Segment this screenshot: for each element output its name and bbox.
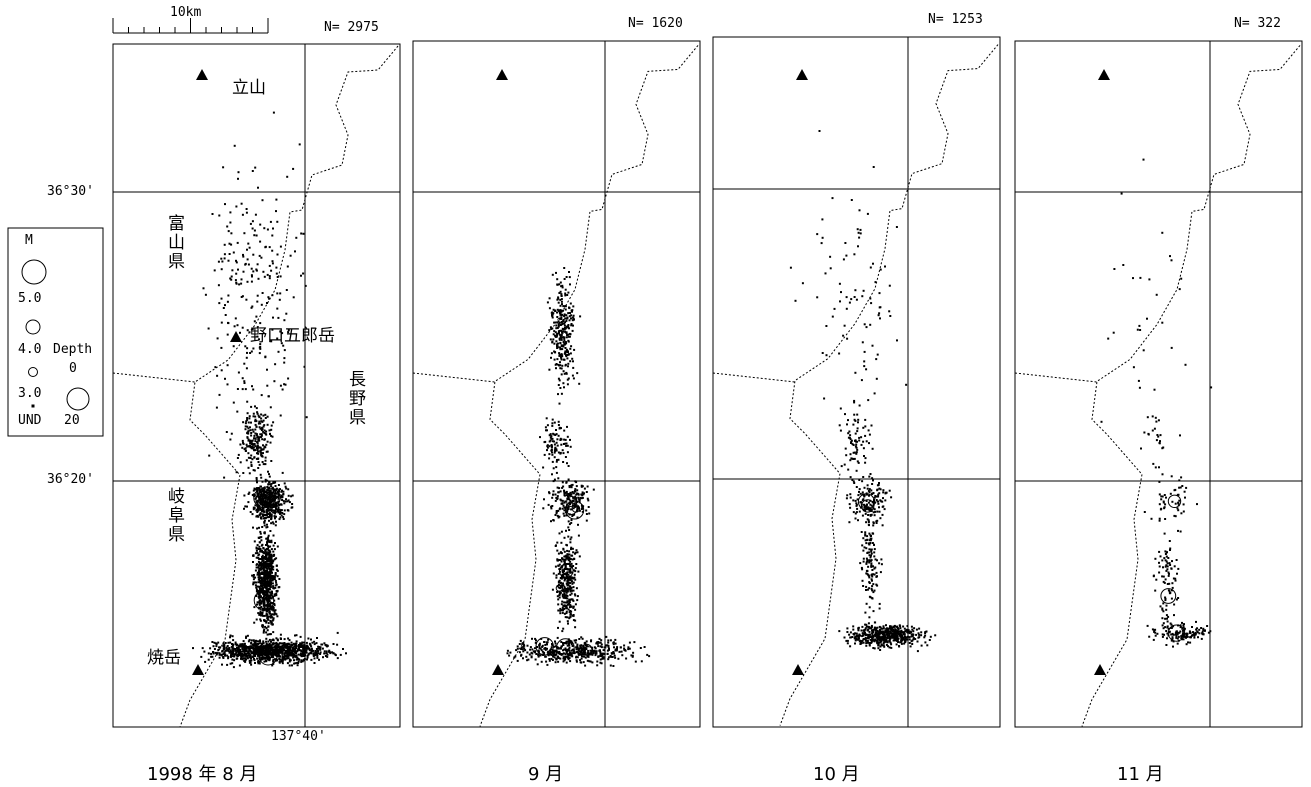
prefecture-boundary xyxy=(479,45,699,727)
legend-box xyxy=(7,227,104,437)
longitude-label-13740: 137°40' xyxy=(271,729,326,744)
legend-mag-3: 3.0 xyxy=(18,386,42,401)
panel-3-count: N= 1253 xyxy=(928,12,983,27)
prefecture-boundary xyxy=(1081,45,1301,727)
legend-circle-m5 xyxy=(21,259,47,285)
noguchigoro-summit-marker xyxy=(230,331,242,342)
panel-3-caption: 10 月 xyxy=(813,764,860,785)
yakedake-summit-marker xyxy=(792,664,804,675)
prefecture-boundary xyxy=(179,45,399,728)
scale-bar xyxy=(112,18,269,34)
legend-mag-5: 5.0 xyxy=(18,291,42,306)
map-frame xyxy=(712,36,1001,728)
panel-2-caption: 9 月 xyxy=(528,764,564,785)
tateyama-summit-marker xyxy=(796,69,808,80)
epicenter-dots xyxy=(192,111,347,669)
map-panel-3 xyxy=(712,36,1001,728)
tateyama-summit-marker xyxy=(496,69,508,80)
yakedake-summit-marker xyxy=(192,664,204,675)
map-panel-2 xyxy=(412,40,701,728)
label-tateyama: 立山 xyxy=(232,78,266,98)
label-yakedake: 焼岳 xyxy=(147,648,181,668)
legend-circle-m3 xyxy=(28,367,38,377)
tateyama-summit-marker xyxy=(1098,69,1110,80)
map-panel-4 xyxy=(1014,40,1303,728)
label-toyama-prefecture: 富山県 xyxy=(164,214,184,271)
large-event-circles xyxy=(535,496,594,657)
map-frame xyxy=(412,40,701,728)
label-nagano-prefecture: 長野県 xyxy=(345,370,365,427)
map-panel-1 xyxy=(112,43,401,728)
epicenter-dots xyxy=(506,267,651,667)
legend-circle-m4 xyxy=(25,319,41,335)
epicenter-dots xyxy=(789,130,937,653)
legend-magnitude-title: M xyxy=(25,233,33,248)
label-noguchigoro-dake: 野口五郎岳 xyxy=(250,326,335,346)
large-event-circles xyxy=(1160,494,1186,642)
legend-mag-und: UND xyxy=(18,413,42,428)
panel-4-caption: 11 月 xyxy=(1117,764,1164,785)
legend-depth-0: 0 xyxy=(69,361,77,376)
prefecture-boundary-west xyxy=(412,372,496,383)
legend-depth-circle-20 xyxy=(66,387,90,411)
legend-und-dot xyxy=(31,404,35,408)
panel-4-count: N= 322 xyxy=(1234,16,1281,31)
prefecture-boundary xyxy=(779,44,999,726)
prefecture-boundary-west xyxy=(112,372,196,383)
large-event-circles xyxy=(252,488,292,666)
yakedake-summit-marker xyxy=(1094,664,1106,675)
prefecture-boundary-west xyxy=(1014,372,1098,383)
tateyama-summit-marker xyxy=(196,69,208,80)
large-event-circles xyxy=(857,493,898,638)
panel-1-count: N= 2975 xyxy=(324,20,379,35)
map-frame xyxy=(1014,40,1303,728)
yakedake-summit-marker xyxy=(492,664,504,675)
label-gifu-prefecture: 岐阜県 xyxy=(164,487,184,544)
latitude-label-3620: 36°20' xyxy=(47,472,94,487)
map-frame xyxy=(112,43,401,728)
latitude-label-3630: 36°30' xyxy=(47,184,94,199)
legend-depth-20: 20 xyxy=(64,413,80,428)
scale-bar-label: 10km xyxy=(170,5,202,20)
panel-1-caption: 1998 年 8 月 xyxy=(147,764,258,785)
legend-depth-title: Depth xyxy=(53,342,93,357)
panel-2-count: N= 1620 xyxy=(628,16,683,31)
epicenter-dots xyxy=(1100,158,1213,648)
prefecture-boundary-west xyxy=(712,372,796,383)
legend-mag-4: 4.0 xyxy=(18,342,42,357)
